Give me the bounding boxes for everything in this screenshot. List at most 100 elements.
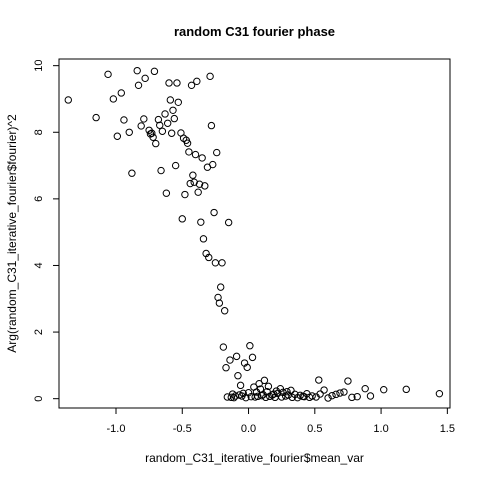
data-point (210, 208, 218, 217)
x-axis-label: random_C31_iterative_fourier$mean_var (145, 451, 364, 465)
data-point (193, 77, 201, 86)
x-tick-label: 1.5 (440, 423, 455, 435)
data-point (163, 119, 172, 127)
chart-title: random C31 fourier phase (174, 24, 335, 39)
data-point (171, 161, 180, 170)
data-point (340, 388, 348, 396)
data-point (162, 189, 171, 197)
data-point (161, 110, 169, 118)
data-point (217, 283, 225, 291)
data-point (181, 190, 189, 199)
data-point (214, 293, 222, 302)
data-point (174, 98, 182, 106)
data-point (324, 394, 332, 402)
data-point (213, 148, 221, 157)
data-point (207, 121, 216, 130)
data-point (197, 218, 205, 226)
data-point (246, 342, 254, 350)
y-tick-label: 8 (33, 129, 45, 135)
data-point (232, 352, 241, 361)
data-point (248, 353, 257, 362)
data-point (348, 393, 356, 402)
y-tick-label: 2 (33, 329, 45, 335)
data-point (315, 376, 323, 384)
data-point (215, 299, 224, 307)
data-point (198, 154, 206, 162)
data-point (195, 180, 204, 188)
data-point (276, 384, 285, 393)
data-point (260, 376, 269, 385)
data-point (109, 95, 118, 103)
data-point (380, 385, 388, 394)
data-point (154, 115, 163, 124)
x-tick-label: 0.5 (307, 423, 322, 435)
data-point (220, 307, 229, 315)
data-point (328, 391, 336, 400)
data-point (173, 79, 181, 87)
x-tick-label: -0.5 (173, 423, 192, 435)
data-point (243, 363, 251, 372)
data-point (134, 81, 143, 90)
data-point (178, 215, 186, 223)
data-point (150, 67, 159, 76)
data-point (353, 392, 361, 401)
data-point (264, 382, 273, 391)
data-point (128, 169, 136, 177)
data-point (158, 127, 167, 135)
data-point (157, 166, 165, 175)
data-point (167, 129, 176, 137)
data-point (201, 182, 209, 190)
data-point (287, 386, 295, 395)
data-point (152, 139, 160, 148)
data-point (104, 70, 112, 79)
data-point (209, 160, 217, 169)
data-point (183, 139, 192, 147)
data-point (255, 379, 263, 388)
data-point (185, 148, 193, 156)
data-point (219, 343, 228, 351)
data-point (320, 386, 328, 394)
data-point (92, 113, 100, 122)
data-point (170, 114, 179, 123)
data-point (137, 122, 145, 130)
data-point (218, 259, 226, 267)
data-point (117, 89, 125, 97)
data-point (187, 81, 196, 90)
x-tick-label: -1.0 (107, 423, 126, 435)
data-point (206, 72, 214, 81)
data-point (141, 74, 149, 83)
data-point (254, 392, 262, 401)
data-point (308, 392, 316, 400)
x-axis: -1.0 -0.5 0.0 0.5 1.0 1.5 (107, 407, 455, 435)
data-point (227, 393, 236, 402)
data-point (205, 253, 213, 262)
data-point (236, 381, 245, 390)
data-point (133, 66, 141, 75)
data-point (226, 356, 234, 364)
data-point (140, 115, 148, 123)
x-tick-label: 0.0 (241, 423, 256, 435)
data-point (262, 393, 270, 402)
y-tick-label: 6 (33, 196, 45, 202)
data-point (344, 377, 352, 385)
data-point (149, 133, 157, 141)
data-point (120, 116, 128, 124)
y-axis-label: Arg(random_C31_iterative_fourier$fourier… (5, 114, 19, 353)
data-point (169, 106, 177, 114)
data-point (402, 385, 410, 394)
data-point (258, 391, 266, 400)
data-point (211, 259, 220, 267)
data-point (165, 79, 173, 87)
data-point (166, 96, 175, 104)
data-point (283, 387, 291, 396)
data-point (125, 128, 133, 136)
data-point (113, 132, 122, 140)
data-point (189, 171, 197, 179)
plot-frame (58, 58, 451, 409)
data-point (186, 179, 194, 188)
data-point (336, 389, 344, 397)
data-point (224, 218, 233, 227)
data-point (156, 121, 164, 129)
y-axis: 0 2 4 6 8 10 (33, 60, 60, 402)
